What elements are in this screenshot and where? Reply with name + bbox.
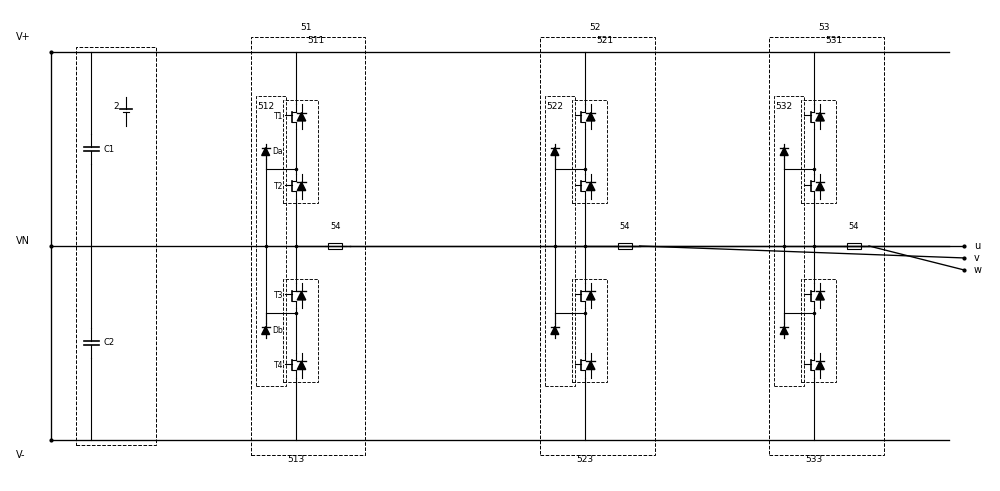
Text: 532: 532 xyxy=(776,102,793,111)
Polygon shape xyxy=(586,112,595,121)
Text: 2: 2 xyxy=(113,102,119,111)
Bar xyxy=(251,37,365,455)
Text: T4: T4 xyxy=(274,361,283,370)
Bar xyxy=(847,243,861,249)
Bar xyxy=(256,96,286,386)
Polygon shape xyxy=(586,361,595,370)
Bar xyxy=(76,47,156,445)
Text: T2: T2 xyxy=(274,182,283,191)
Bar xyxy=(283,100,318,203)
Text: 54: 54 xyxy=(330,222,341,231)
Text: T1: T1 xyxy=(274,112,283,121)
Text: V-: V- xyxy=(16,450,26,460)
Bar xyxy=(774,96,804,386)
Polygon shape xyxy=(586,292,595,300)
Text: u: u xyxy=(974,241,980,251)
Bar xyxy=(540,37,655,455)
Polygon shape xyxy=(780,148,788,156)
Polygon shape xyxy=(297,112,306,121)
Text: C1: C1 xyxy=(103,144,114,154)
Polygon shape xyxy=(816,292,824,300)
Text: Db: Db xyxy=(272,326,283,335)
Text: Da: Da xyxy=(272,147,283,156)
Bar xyxy=(769,37,884,455)
Polygon shape xyxy=(551,327,559,334)
Text: 533: 533 xyxy=(806,455,823,464)
Bar xyxy=(801,100,836,203)
Bar xyxy=(618,243,632,249)
Polygon shape xyxy=(816,182,824,191)
Text: 523: 523 xyxy=(576,455,593,464)
Text: 52: 52 xyxy=(589,23,600,32)
Text: 511: 511 xyxy=(307,36,324,45)
Text: 54: 54 xyxy=(849,222,859,231)
Polygon shape xyxy=(262,148,270,156)
Polygon shape xyxy=(262,327,270,334)
Text: 512: 512 xyxy=(257,102,274,111)
Text: 54: 54 xyxy=(619,222,630,231)
Text: T3: T3 xyxy=(274,291,283,300)
Bar xyxy=(801,279,836,382)
Text: 522: 522 xyxy=(546,102,563,111)
Polygon shape xyxy=(297,361,306,370)
Text: 51: 51 xyxy=(300,23,311,32)
Text: V+: V+ xyxy=(16,32,31,42)
Text: w: w xyxy=(974,265,982,275)
Text: 531: 531 xyxy=(825,36,843,45)
Polygon shape xyxy=(816,112,824,121)
Polygon shape xyxy=(780,327,788,334)
Text: 521: 521 xyxy=(596,36,613,45)
Text: v: v xyxy=(974,253,979,263)
Text: 513: 513 xyxy=(287,455,304,464)
Bar xyxy=(545,96,575,386)
Text: 53: 53 xyxy=(818,23,830,32)
Polygon shape xyxy=(816,361,824,370)
Polygon shape xyxy=(297,292,306,300)
Text: VN: VN xyxy=(16,236,30,246)
Polygon shape xyxy=(586,182,595,191)
Polygon shape xyxy=(551,148,559,156)
Polygon shape xyxy=(297,182,306,191)
Text: C2: C2 xyxy=(103,338,114,348)
Bar xyxy=(572,100,607,203)
Bar xyxy=(328,243,342,249)
Bar xyxy=(283,279,318,382)
Bar xyxy=(572,279,607,382)
